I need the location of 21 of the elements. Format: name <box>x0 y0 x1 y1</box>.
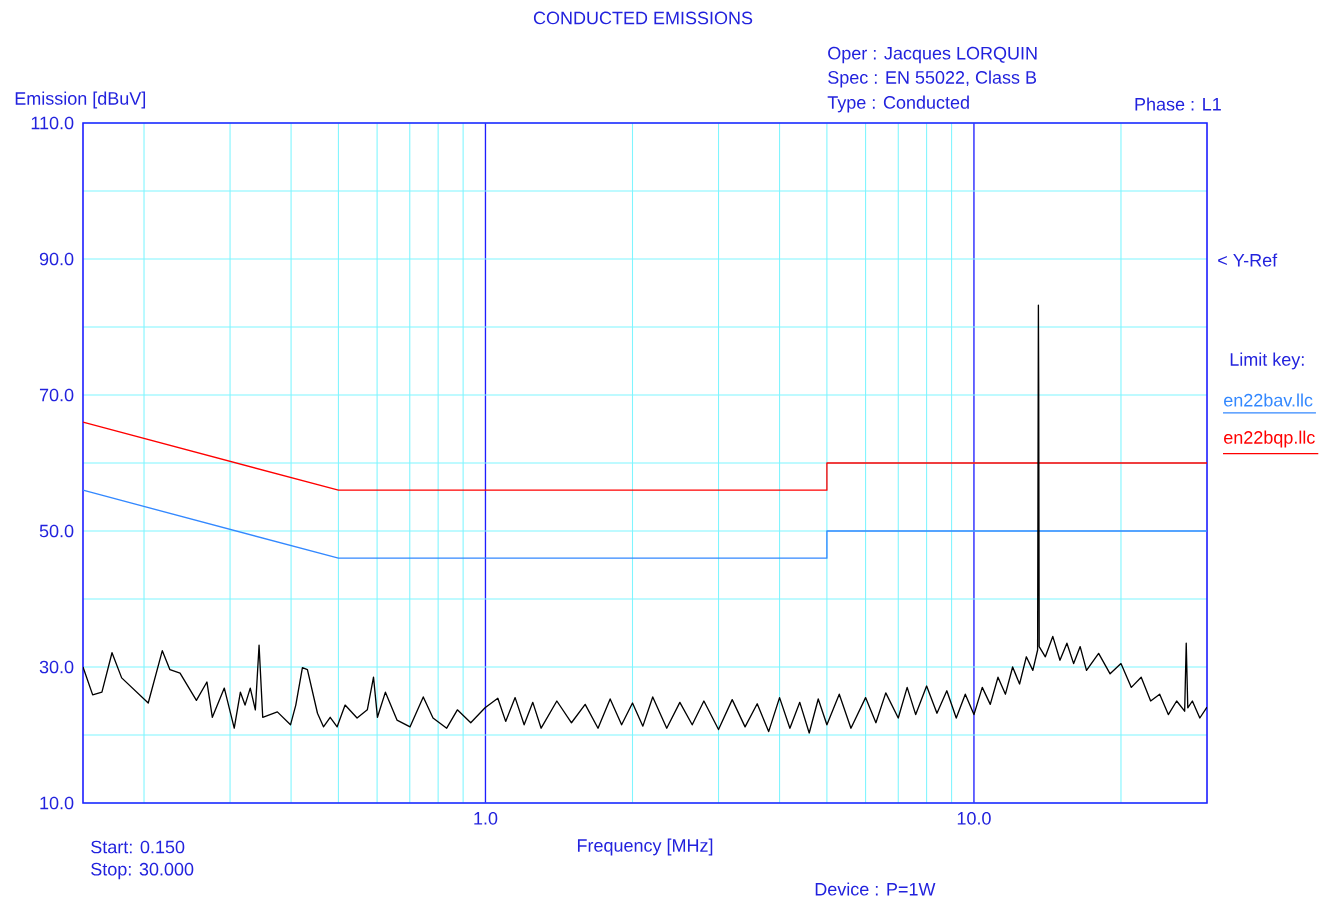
x-axis-title: Frequency [MHz] <box>577 838 713 856</box>
text: Oper : Jacques LORQUIN <box>828 46 1037 64</box>
text: < Y-Ref <box>1218 253 1278 267</box>
text: Start: 0.150 <box>91 840 185 854</box>
text: en22bav.llc <box>1224 393 1313 407</box>
y-axis-title: Emission [dBuV] <box>15 91 146 109</box>
y-tick-label: 50.0 <box>39 524 74 538</box>
y-tick-label: 10.0 <box>40 796 74 810</box>
y-tick-label: 90.0 <box>39 252 74 266</box>
text: Phase : L1 <box>1135 97 1221 111</box>
text: Stop: 30.000 <box>91 862 194 880</box>
y-tick-label: 70.0 <box>39 388 74 402</box>
text: Device : P=1W <box>815 882 936 896</box>
text: Type : Conducted <box>827 95 969 113</box>
legend-title: Limit key: <box>1230 352 1304 370</box>
y-tick-label: 30.0 <box>39 660 74 674</box>
series-label: en22bqp.llc <box>1224 430 1315 448</box>
y-tick-label: 110.0 <box>31 116 74 130</box>
text: Spec : EN 55022, Class B <box>828 70 1037 88</box>
x-tick-label: 1.0 <box>474 811 498 825</box>
chart-title: CONDUCTED EMISSIONS <box>533 11 753 25</box>
